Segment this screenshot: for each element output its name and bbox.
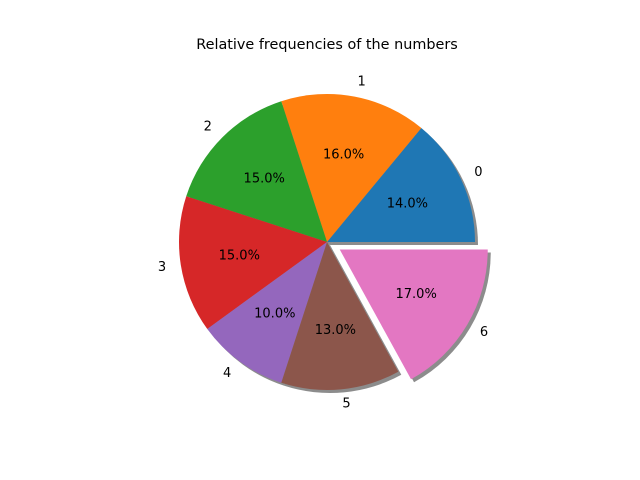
pie-slice-0 [327,127,475,242]
slice-percent-2: 15.0% [244,172,285,187]
slice-label-4: 4 [223,366,231,381]
pie-slice-4 [207,242,327,383]
slice-label-1: 1 [358,75,366,90]
slice-percent-0: 14.0% [387,197,428,212]
wedge-layer [179,93,488,391]
slice-label-0: 0 [474,165,482,180]
slice-percent-3: 15.0% [219,248,260,263]
pie-slice-6 [339,249,488,380]
pie-slice-3 [179,196,327,329]
slice-percent-4: 10.0% [254,306,295,321]
chart-title: Relative frequencies of the numbers [196,37,458,53]
pie-slice-5 [281,242,399,391]
slice-percent-1: 16.0% [323,147,364,162]
pie-slice-2 [186,101,327,243]
slice-label-3: 3 [158,260,166,275]
label-layer: 0 14.0% 1 16.0% 2 15.0% 3 15.0% 4 10.0% 5 13.0% 6 17.… [158,75,488,412]
slice-percent-6: 17.0% [396,287,437,302]
slice-label-2: 2 [204,119,212,134]
slice-label-6: 6 [480,325,488,340]
slice-percent-5: 13.0% [315,323,356,338]
slice-label-5: 5 [342,397,350,412]
pie-slice-1 [281,93,422,243]
